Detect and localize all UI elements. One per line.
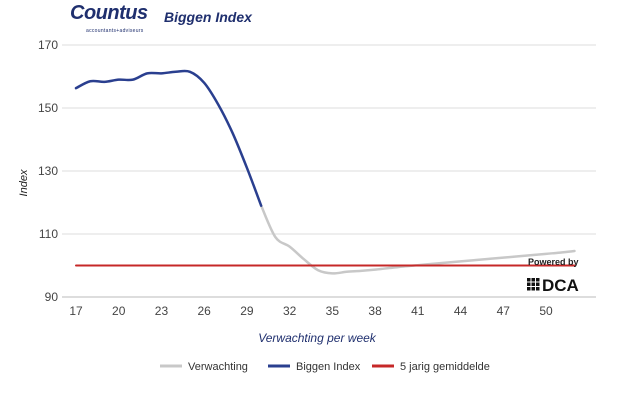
x-tick-label: 41	[411, 304, 425, 318]
x-tick-label: 35	[326, 304, 340, 318]
countus-logo: Countus	[70, 3, 148, 25]
dca-icon-cell	[536, 282, 540, 286]
y-tick-label: 130	[38, 164, 58, 178]
x-tick-label: 23	[155, 304, 169, 318]
dca-grid-icon	[527, 278, 540, 291]
dca-icon-cell	[531, 282, 535, 286]
x-tick-label: 50	[539, 304, 553, 318]
powered-by-text: Powered by	[528, 257, 579, 267]
legend-label: 5 jarig gemiddelde	[400, 361, 490, 373]
dca-brand-text: DCA	[542, 276, 579, 295]
x-tick-label: 44	[454, 304, 468, 318]
dca-icon-cell	[531, 278, 535, 282]
dca-watermark: Powered by DCA	[527, 257, 579, 295]
dca-icon-cell	[527, 282, 531, 286]
y-tick-label: 150	[38, 101, 58, 115]
x-axis-label: Verwachting per week	[258, 331, 377, 345]
x-tick-label: 26	[198, 304, 212, 318]
y-tick-label: 170	[38, 38, 58, 52]
dca-icon-cell	[527, 278, 531, 282]
logo-text: Countus	[70, 2, 148, 24]
y-tick-label: 110	[39, 227, 58, 241]
legend: Verwachting Biggen Index 5 jarig gemiddeld…	[160, 361, 490, 373]
x-tick-label: 20	[112, 304, 126, 318]
legend-label: Verwachting	[188, 361, 248, 373]
dca-icon-cell	[531, 287, 535, 291]
x-tick-label: 17	[69, 304, 83, 318]
x-tick-label: 32	[283, 304, 297, 318]
logo-tagline: accountants+adviseurs	[86, 28, 144, 34]
x-tick-label: 47	[497, 304, 511, 318]
dca-icon-cell	[536, 278, 540, 282]
y-axis-label: Index	[18, 169, 30, 196]
x-tick-label: 38	[368, 304, 382, 318]
legend-label: Biggen Index	[296, 361, 361, 373]
x-tick-label: 29	[240, 304, 254, 318]
chart-title: Biggen Index	[164, 9, 252, 25]
dca-icon-cell	[527, 287, 531, 291]
biggen-index-line	[74, 69, 263, 207]
y-tick-label: 90	[45, 290, 59, 304]
dca-icon-cell	[536, 287, 540, 291]
